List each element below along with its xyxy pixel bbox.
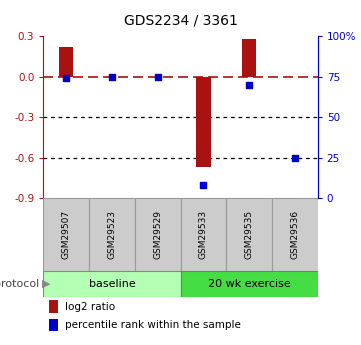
Bar — [180, 271, 318, 297]
Text: GSM29523: GSM29523 — [108, 210, 116, 259]
Text: GDS2234 / 3361: GDS2234 / 3361 — [123, 13, 238, 28]
Text: 20 wk exercise: 20 wk exercise — [208, 279, 291, 289]
Point — [246, 82, 252, 88]
Bar — [242, 39, 256, 77]
Bar — [135, 198, 180, 271]
Bar — [272, 198, 318, 271]
Point — [292, 155, 298, 160]
Text: GSM29533: GSM29533 — [199, 210, 208, 259]
Text: percentile rank within the sample: percentile rank within the sample — [65, 320, 241, 330]
Point — [200, 183, 206, 188]
Bar — [49, 300, 58, 313]
Text: GSM29529: GSM29529 — [153, 210, 162, 259]
Point — [109, 74, 115, 79]
Text: baseline: baseline — [88, 279, 135, 289]
Text: GSM29536: GSM29536 — [290, 210, 299, 259]
Bar — [89, 198, 135, 271]
Bar — [226, 198, 272, 271]
Bar — [59, 47, 74, 77]
Point — [63, 76, 69, 81]
Bar — [49, 319, 58, 331]
Text: GSM29535: GSM29535 — [245, 210, 253, 259]
Point — [155, 74, 161, 79]
Bar — [196, 77, 211, 167]
Bar — [43, 198, 89, 271]
Text: GSM29507: GSM29507 — [62, 210, 71, 259]
Text: ▶: ▶ — [42, 279, 50, 289]
Bar — [43, 271, 180, 297]
Text: protocol: protocol — [0, 279, 40, 289]
Bar — [180, 198, 226, 271]
Text: log2 ratio: log2 ratio — [65, 302, 116, 312]
